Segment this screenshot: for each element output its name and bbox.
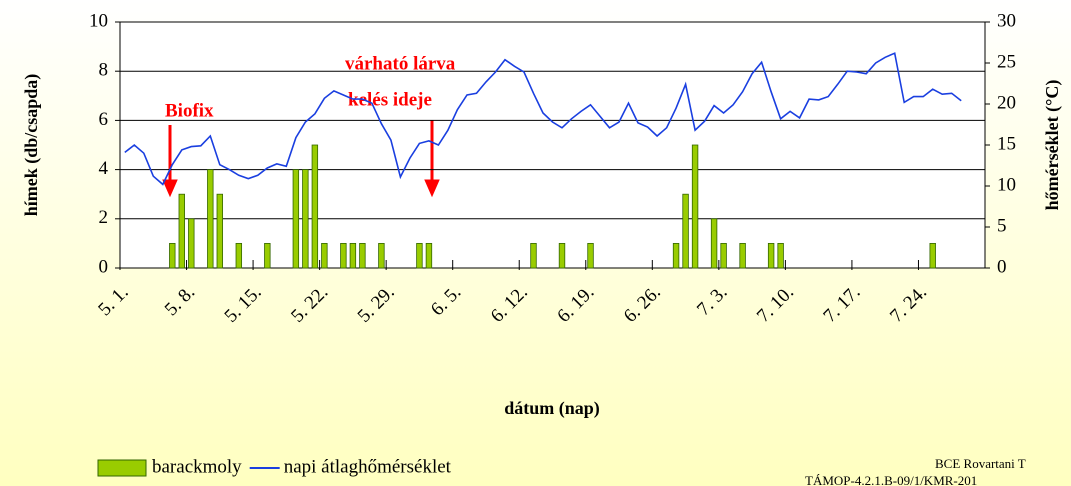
note: TÁMOP-4.2.1.B-09/1/KMR-201 bbox=[805, 473, 977, 486]
bar bbox=[340, 242, 347, 269]
bar bbox=[720, 242, 727, 269]
bar bbox=[235, 242, 243, 269]
legend-swatch bbox=[97, 459, 147, 477]
bar bbox=[710, 218, 718, 269]
bar bbox=[264, 242, 271, 269]
bar bbox=[311, 144, 319, 269]
bar bbox=[216, 193, 224, 269]
y-tick-label: 2 bbox=[99, 207, 109, 228]
y2-tick-label: 5 bbox=[997, 215, 1007, 236]
line bbox=[124, 52, 962, 186]
bar bbox=[169, 242, 176, 269]
bar bbox=[178, 193, 185, 269]
bar bbox=[359, 242, 366, 269]
y-tick-label: 4 bbox=[99, 158, 109, 179]
bar bbox=[558, 242, 566, 269]
bar bbox=[425, 242, 433, 269]
legend-label: napi átlaghőmérséklet bbox=[284, 456, 452, 477]
y2-tick-label: 20 bbox=[997, 92, 1016, 113]
bar bbox=[672, 242, 680, 269]
bar bbox=[378, 242, 385, 269]
y2-tick-label: 10 bbox=[997, 174, 1016, 195]
bar bbox=[530, 242, 537, 269]
bar bbox=[929, 242, 936, 269]
bar bbox=[188, 218, 195, 269]
y2-tick-label: 15 bbox=[997, 133, 1016, 154]
y2-axis-title: hőmérséklet (°C) bbox=[1042, 80, 1063, 211]
y-tick-label: 0 bbox=[99, 256, 109, 277]
y-tick-label: 8 bbox=[99, 60, 109, 81]
y2-tick-label: 0 bbox=[997, 256, 1007, 277]
bar bbox=[739, 242, 746, 269]
y-axis-title: hímek (db/csapda) bbox=[21, 74, 42, 217]
legend-label: barackmoly bbox=[152, 456, 242, 477]
plot-area bbox=[120, 22, 985, 268]
bar bbox=[292, 169, 300, 269]
bar bbox=[207, 169, 214, 269]
annotation: kelés ideje bbox=[348, 89, 432, 110]
x-axis-title: dátum (nap) bbox=[504, 398, 600, 419]
y2-tick-label: 25 bbox=[997, 51, 1016, 72]
bar bbox=[777, 242, 784, 269]
bar bbox=[349, 242, 357, 269]
y-tick-label: 6 bbox=[99, 109, 109, 130]
y2-tick-label: 30 bbox=[997, 10, 1016, 31]
bar bbox=[321, 242, 328, 269]
bar bbox=[691, 144, 699, 269]
annotation: várható lárva bbox=[345, 53, 456, 74]
note: BCE Rovartani T bbox=[935, 456, 1026, 471]
bar bbox=[587, 242, 594, 269]
bar bbox=[767, 242, 775, 269]
bar bbox=[416, 242, 423, 269]
annotation: Biofix bbox=[165, 100, 214, 121]
bar bbox=[682, 193, 689, 269]
bar bbox=[302, 169, 309, 269]
y-tick-label: 10 bbox=[89, 10, 108, 31]
arrows bbox=[162, 120, 440, 198]
